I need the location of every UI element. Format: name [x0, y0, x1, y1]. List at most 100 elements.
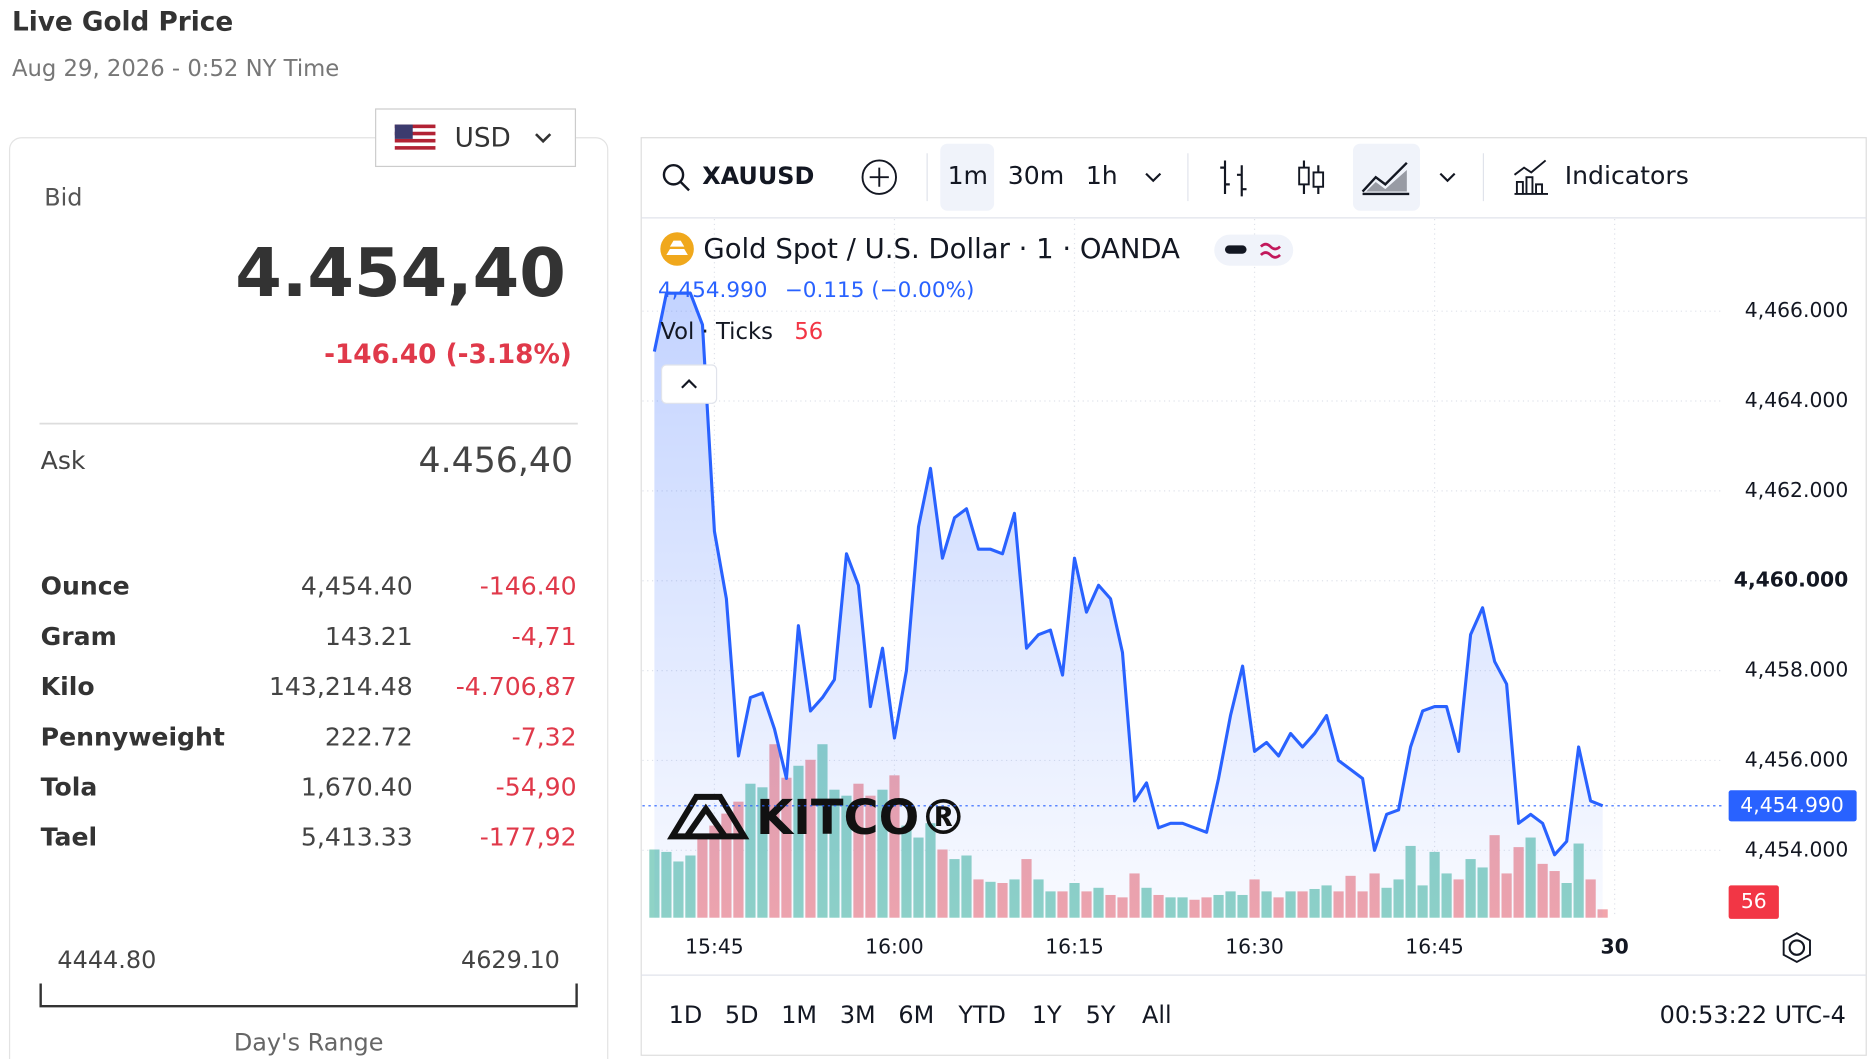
y-tick-label: 4,464.000	[1745, 388, 1848, 412]
y-tick-label: 4,456.000	[1745, 747, 1848, 771]
y-tick-label: 4,454.000	[1745, 837, 1848, 861]
area-icon-fill	[1366, 170, 1407, 192]
symbol[interactable]: XAUUSD	[702, 162, 814, 190]
candle	[1312, 171, 1325, 188]
collapse-icon	[681, 379, 698, 389]
currency-select[interactable]: USD	[375, 108, 577, 168]
y-tick-label: 4,466.000	[1745, 298, 1848, 322]
clock: 00:53:22 UTC-4	[1660, 1001, 1846, 1029]
settings-icon[interactable]	[1788, 939, 1806, 956]
period[interactable]: 3M	[840, 1001, 876, 1029]
chart-title: Gold Spot / U.S. Dollar · 1 · OANDA	[703, 233, 1180, 265]
row-change: -177,92	[480, 823, 577, 852]
active-interval-bg	[940, 143, 995, 211]
gold-bars	[666, 240, 688, 255]
x-tick-label: 15:45	[685, 935, 744, 959]
chevron	[535, 133, 552, 144]
candle	[1298, 166, 1310, 186]
currency[interactable]: USD	[455, 123, 511, 153]
search-icon-handle	[679, 181, 690, 192]
quote-card	[8, 137, 609, 1059]
legend-change: −0.115 (−0.00%)	[785, 278, 975, 303]
row-price: 222.72	[325, 722, 413, 751]
row-price: 5,413.33	[301, 823, 413, 852]
period[interactable]: All	[1142, 1001, 1172, 1029]
ask-label: Ask	[41, 446, 86, 475]
range-label: Day's Range	[234, 1028, 384, 1056]
range-high: 4629.10	[461, 946, 560, 974]
price-table: Ounce 4,454.40 -146.40 Gram 143.21 -4,71 Kilo 1…	[41, 572, 577, 852]
interval[interactable]: 1h	[1086, 161, 1118, 190]
active-style-bg	[1353, 143, 1420, 211]
legend-price: 4,454.990	[658, 278, 768, 303]
volume-label: Vol · Ticks	[660, 319, 773, 345]
row-change: -54,90	[496, 772, 577, 801]
x-tick-label: 16:30	[1225, 935, 1284, 959]
area-icon[interactable]	[1361, 161, 1410, 196]
plus-icon	[869, 167, 889, 187]
period[interactable]: 5Y	[1086, 1001, 1116, 1029]
period[interactable]: 5D	[725, 1001, 759, 1029]
x-tick-label: 16:00	[865, 935, 924, 959]
timestamp: Aug 29, 2026 - 0:52 NY Time	[12, 56, 339, 82]
y-tick-label: 4,460.000	[1734, 568, 1848, 592]
x-tick-label: 30	[1600, 935, 1628, 959]
search-icon[interactable]	[662, 164, 685, 186]
price-badge-label: 4,454.990	[1740, 793, 1843, 817]
row-change: -146.40	[480, 572, 577, 601]
chevron[interactable]	[1145, 172, 1162, 183]
row-name: Ounce	[41, 572, 130, 601]
period[interactable]: 1Y	[1032, 1001, 1062, 1029]
row-price: 143.21	[325, 622, 413, 651]
row-name: Tael	[41, 823, 97, 852]
row-change: -4.706,87	[456, 672, 577, 701]
bid-label: Bid	[44, 184, 82, 212]
y-tick-label: 4,462.000	[1745, 478, 1848, 502]
bid-price: 4.454,40	[235, 234, 566, 312]
row-name: Pennyweight	[41, 722, 225, 751]
watermark-logo	[667, 793, 750, 840]
plot: 4,454.000 4,456.000 4,458.000 4,460.000 4,46…	[642, 219, 1857, 959]
status-dot	[1225, 245, 1247, 254]
flag	[394, 124, 436, 151]
toolbar: XAUUSD Indicators 1m 30m 1h	[662, 143, 1689, 211]
bid-change: -146.40 (-3.18%)	[324, 340, 572, 370]
watermark: KITCO®	[756, 791, 967, 846]
period-bar: 1D 5D 1M 3M 6M YTD 1Y 5Y All	[669, 1001, 1172, 1029]
x-tick-label: 16:45	[1405, 935, 1464, 959]
range-low: 4444.80	[57, 946, 156, 974]
period[interactable]: 1D	[669, 1001, 703, 1029]
y-tick-label: 4,458.000	[1745, 658, 1848, 682]
bars-icon[interactable]	[1220, 160, 1247, 197]
x-tick-label: 16:15	[1045, 935, 1104, 959]
volume-badge	[1728, 885, 1779, 919]
row-price: 4,454.40	[301, 572, 413, 601]
period[interactable]: 6M	[898, 1001, 934, 1029]
settings-hex	[1782, 932, 1811, 964]
price-line	[652, 291, 1604, 857]
indicators[interactable]: Indicators	[1565, 161, 1689, 190]
range-bar	[39, 983, 578, 1008]
row-change: -7,32	[512, 722, 577, 751]
add-symbol[interactable]	[861, 159, 897, 195]
status-wave	[1259, 242, 1281, 259]
area-fill	[654, 293, 1603, 918]
period[interactable]: YTD	[957, 1001, 1006, 1029]
row-price: 1,670.40	[301, 772, 413, 801]
legend-volume: 56	[794, 319, 823, 345]
indicators-icon[interactable]	[1513, 159, 1549, 195]
volume-badge-label: 56	[1741, 889, 1767, 913]
row-price: 143,214.48	[269, 672, 413, 701]
price-badge	[1728, 790, 1857, 822]
interval[interactable]: 1m	[948, 161, 988, 190]
collapse-button[interactable]	[660, 364, 718, 404]
interval[interactable]: 30m	[1008, 161, 1064, 190]
period[interactable]: 1M	[781, 1001, 817, 1029]
row-name: Tola	[41, 772, 98, 801]
chevron[interactable]	[1439, 172, 1456, 183]
settings[interactable]	[1782, 932, 1811, 964]
row-name: Gram	[41, 622, 117, 651]
row-name: Kilo	[41, 672, 95, 701]
page-title: Live Gold Price	[12, 7, 233, 37]
row-change: -4,71	[512, 622, 577, 651]
